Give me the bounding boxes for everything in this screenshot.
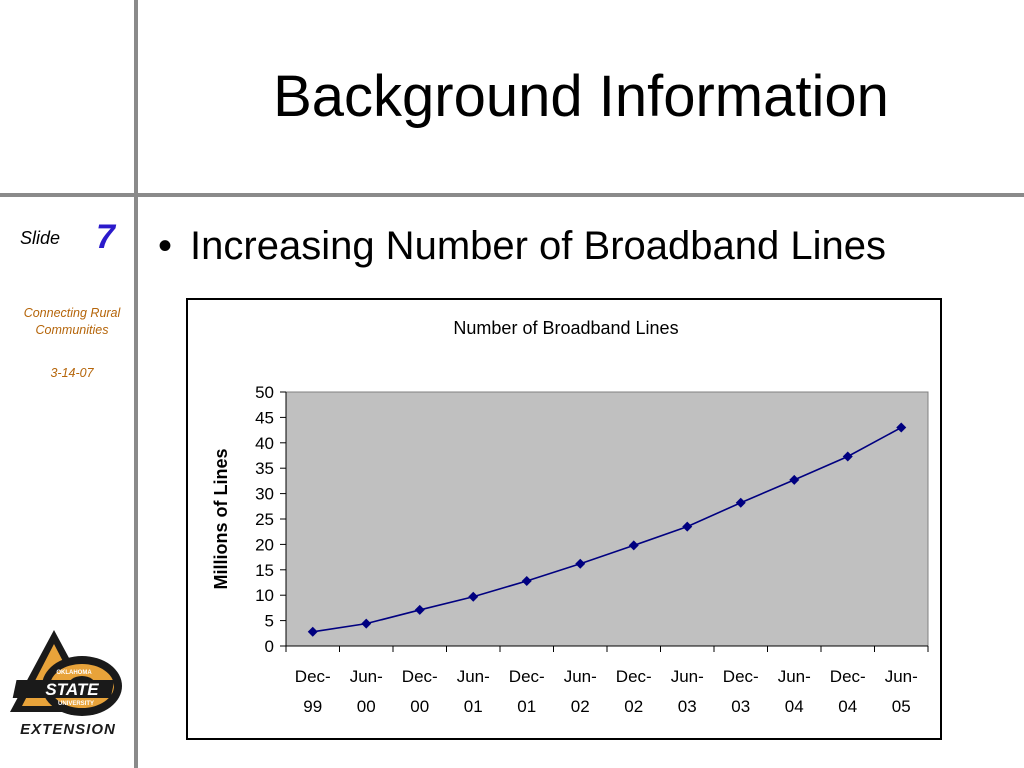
slide-number: 7 <box>96 218 115 256</box>
x-tick-label-line2: 04 <box>838 697 857 716</box>
y-tick-label: 50 <box>255 383 274 402</box>
y-tick-label: 40 <box>255 434 274 453</box>
y-tick-label: 35 <box>255 459 274 478</box>
slide-title: Background Information <box>273 64 889 129</box>
svg-text:OKLAHOMA: OKLAHOMA <box>56 670 92 676</box>
x-tick-label-line1: Jun- <box>671 667 704 686</box>
y-tick-label: 30 <box>255 485 274 504</box>
sidebar-date: 3-14-07 <box>50 366 94 380</box>
x-tick-label-line1: Dec- <box>295 667 331 686</box>
x-tick-label-line2: 03 <box>678 697 697 716</box>
y-tick-label: 15 <box>255 561 274 580</box>
slide-label: Slide <box>20 228 61 248</box>
x-tick-label-line2: 00 <box>410 697 429 716</box>
x-tick-label-line1: Dec- <box>509 667 545 686</box>
svg-text:STATE: STATE <box>45 680 99 699</box>
x-tick-label-line2: 01 <box>517 697 536 716</box>
x-tick-label-line2: 04 <box>785 697 804 716</box>
data-point-marker <box>361 618 372 629</box>
y-tick-label: 0 <box>265 637 274 656</box>
series-line <box>312 426 902 633</box>
bullet-dot-icon: • <box>158 224 173 268</box>
x-tick-label-line1: Jun- <box>778 667 811 686</box>
chart-container: Number of Broadband Lines 0 5 10 15 20 25 30 35 4… <box>186 298 942 740</box>
data-point-marker <box>842 451 853 462</box>
x-tick-label-line2: 05 <box>892 697 911 716</box>
x-tick-label-line1: Dec- <box>723 667 759 686</box>
data-point-marker <box>307 626 318 637</box>
data-point-marker <box>575 558 586 569</box>
y-tick-label: 25 <box>255 510 274 529</box>
data-point-marker <box>896 422 907 433</box>
x-tick-label-line2: 00 <box>357 697 376 716</box>
x-tick-label-line1: Jun- <box>885 667 918 686</box>
x-tick-label-line1: Jun- <box>457 667 490 686</box>
y-tick-label: 10 <box>255 586 274 605</box>
data-point-marker <box>628 540 639 551</box>
osu-extension-logo: OKLAHOMA STATE UNIVERSITY EXTENSION <box>6 626 130 738</box>
data-point-marker <box>468 591 479 602</box>
y-axis-label: Millions of Lines <box>211 448 231 589</box>
x-tick-label-line1: Dec- <box>616 667 652 686</box>
data-point-marker <box>521 575 532 586</box>
x-tick-label-line1: Dec- <box>830 667 866 686</box>
data-point-marker <box>735 497 746 508</box>
bullet-text: Increasing Number of Broadband Lines <box>190 224 886 268</box>
x-tick-label-line1: Jun- <box>350 667 383 686</box>
plot-area <box>285 391 929 647</box>
x-tick-label-line2: 03 <box>731 697 750 716</box>
broadband-line-chart: Number of Broadband Lines051015202530354… <box>211 318 929 716</box>
x-tick-label-line1: Jun- <box>564 667 597 686</box>
vertical-divider <box>134 0 138 768</box>
x-tick-label-line2: 02 <box>624 697 643 716</box>
y-tick-label: 5 <box>265 612 274 631</box>
y-tick-label: 45 <box>255 408 274 427</box>
bullet-point: • Increasing Number of Broadband Lines <box>158 222 886 270</box>
svg-text:EXTENSION: EXTENSION <box>20 721 116 738</box>
data-point-marker <box>414 604 425 615</box>
x-tick-label-line2: 01 <box>464 697 483 716</box>
x-tick-label-line2: 02 <box>571 697 590 716</box>
sidebar-text: Connecting Rural Communities <box>23 306 121 337</box>
horizontal-divider <box>0 193 1024 197</box>
chart-title: Number of Broadband Lines <box>453 318 678 338</box>
svg-text:UNIVERSITY: UNIVERSITY <box>58 701 94 707</box>
data-point-marker <box>789 474 800 485</box>
x-tick-label-line2: 99 <box>303 697 322 716</box>
x-tick-label-line1: Dec- <box>402 667 438 686</box>
y-tick-label: 20 <box>255 535 274 554</box>
data-point-marker <box>682 521 693 532</box>
